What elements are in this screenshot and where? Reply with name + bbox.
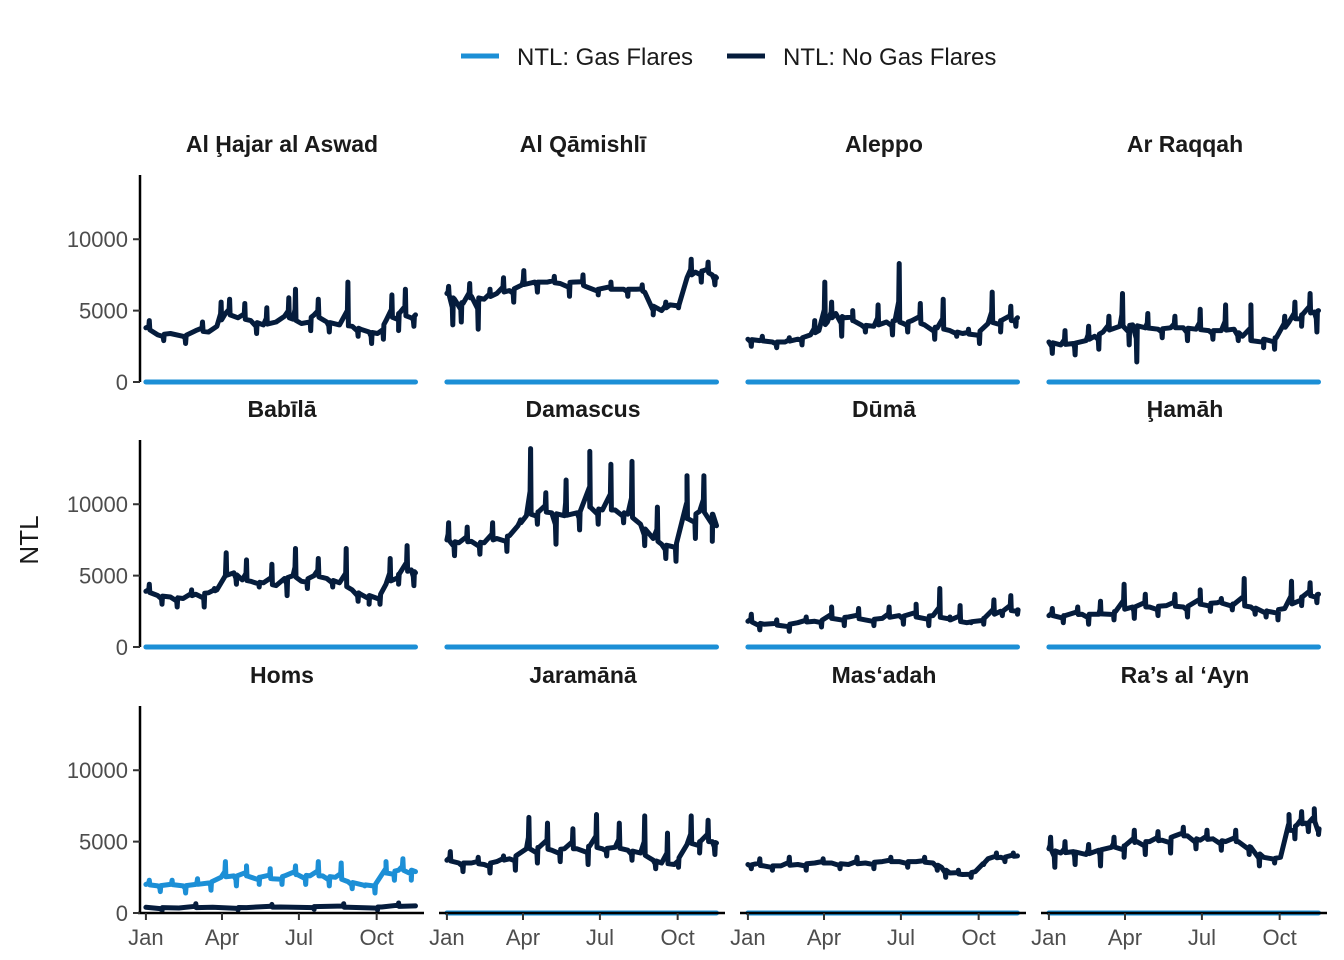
y-axis-title: NTL (14, 515, 44, 564)
panel-title: Aleppo (845, 131, 923, 157)
x-tick-label: Jan (429, 925, 464, 950)
x-tick-label: Oct (962, 925, 996, 950)
panel-title: Babīlā (247, 396, 316, 422)
y-tick-label: 0 (116, 901, 128, 926)
series-no-gas-flares (143, 279, 418, 346)
x-tick-label: Oct (661, 925, 695, 950)
panel-ra-s-al-ayn: Ra’s al ‘Ayn Jan Apr Jul Oct (1031, 662, 1327, 950)
x-tick-label: Apr (205, 925, 239, 950)
series-no-gas-flares (143, 543, 418, 610)
x-tick-label: Jan (128, 925, 163, 950)
panel-title: Al Qāmishlī (520, 131, 647, 157)
x-tick-label: Apr (506, 925, 540, 950)
y-tick-label: 0 (116, 635, 128, 660)
x-tick-label: Jul (887, 925, 915, 950)
x-tick-label: Jan (730, 925, 765, 950)
series-no-gas-flares (1046, 806, 1322, 870)
y-tick-label: 5000 (79, 564, 128, 589)
x-tick-label: Jul (586, 925, 614, 950)
legend-label-gas-flares: NTL: Gas Flares (517, 44, 693, 71)
panel-title: Dūmā (852, 396, 916, 422)
y-tick-label: 10000 (67, 758, 128, 783)
series-no-gas-flares (444, 812, 719, 876)
series-no-gas-flares (143, 900, 418, 914)
series-gas-flares (143, 856, 418, 896)
panel-title: Jaramānā (529, 662, 637, 688)
y-tick-label: 0 (116, 370, 128, 395)
panel-title: Ra’s al ‘Ayn (1121, 662, 1250, 688)
series-no-gas-flares (1046, 576, 1321, 627)
panel-mas-adah: Mas‘adah Jan Apr Jul Oct (730, 662, 1026, 950)
x-tick-label: Apr (1108, 925, 1142, 950)
y-tick-label: 10000 (67, 227, 128, 252)
series-no-gas-flares (745, 850, 1020, 880)
panel-jaramana: Jaramānā Jan Apr Jul Oct (429, 662, 725, 950)
panel-al-hajar-al-aswad: Al Ḩajar al Aswad 0 5000 10000 (67, 131, 418, 395)
y-tick-label: 5000 (79, 830, 128, 855)
legend: NTL: Gas Flares NTL: No Gas Flares (461, 44, 996, 71)
panel-title: Ḩamāh (1147, 396, 1224, 422)
series-no-gas-flares (1046, 291, 1321, 365)
panel-hamah: Ḩamāh (1046, 396, 1321, 650)
panel-homs: Homs Jan Apr Jul Oct 0 5000 10000 (67, 662, 424, 950)
panel-title: Damascus (525, 396, 640, 422)
panel-al-qamishli: Al Qāmishlī (444, 131, 719, 385)
panel-duma: Dūmā (745, 396, 1021, 650)
x-tick-label: Apr (807, 925, 841, 950)
panel-title: Homs (250, 662, 314, 688)
panel-babila: Babīlā 0 5000 10000 (67, 396, 418, 660)
x-tick-label: Jul (285, 925, 313, 950)
x-tick-label: Oct (1263, 925, 1297, 950)
y-tick-label: 5000 (79, 299, 128, 324)
y-tick-label: 10000 (67, 492, 128, 517)
series-no-gas-flares (745, 261, 1020, 351)
facet-panels: Al Ḩajar al Aswad 0 5000 10000 Al Qāmishlī Al… (67, 131, 1327, 950)
panel-damascus: Damascus (444, 396, 719, 650)
x-tick-label: Jul (1188, 925, 1216, 950)
panel-aleppo: Aleppo (745, 131, 1020, 385)
series-no-gas-flares (444, 446, 719, 564)
x-tick-label: Oct (360, 925, 394, 950)
panel-title: Ar Raqqah (1127, 131, 1243, 157)
series-no-gas-flares (745, 586, 1021, 634)
x-tick-label: Jan (1031, 925, 1066, 950)
panel-ar-raqqah: Ar Raqqah (1046, 131, 1321, 385)
panel-title: Mas‘adah (832, 662, 937, 688)
legend-label-no-gas-flares: NTL: No Gas Flares (783, 44, 996, 71)
series-no-gas-flares (444, 256, 719, 332)
panel-title: Al Ḩajar al Aswad (186, 131, 378, 157)
